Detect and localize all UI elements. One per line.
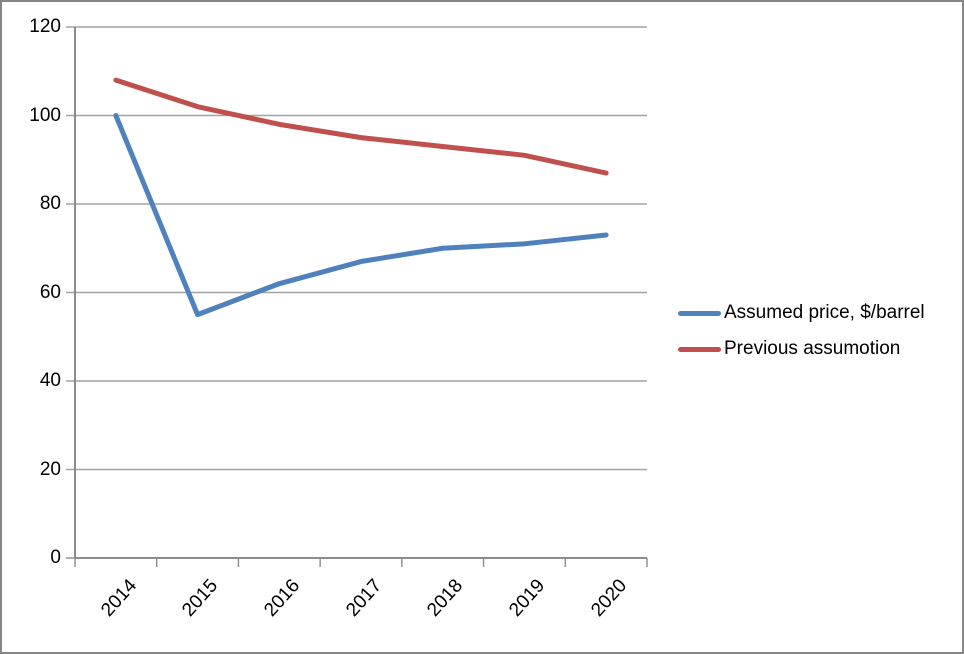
- legend-item-previous-assumption: Previous assumotion: [678, 337, 925, 361]
- y-axis-label-80: 80: [39, 193, 61, 214]
- y-axis-label-0: 0: [50, 547, 61, 568]
- legend-label-assumed-price: Assumed price, $/barrel: [724, 302, 925, 323]
- legend-label-previous-assumption: Previous assumotion: [724, 338, 901, 359]
- legend-line-swatch-assumed-price: [678, 310, 721, 316]
- y-axis-label-60: 60: [39, 281, 61, 303]
- y-axis-label-100: 100: [29, 104, 61, 126]
- y-axis-label-120: 120: [29, 16, 61, 37]
- y-axis-label-20: 20: [39, 458, 61, 480]
- series-line-1: [113, 77, 609, 176]
- series-line-0: [113, 113, 609, 318]
- legend-item-assumed-price: Assumed price, $/barrel: [678, 301, 925, 325]
- legend-line-swatch-previous-assumption: [678, 346, 721, 352]
- chart-legend: Assumed price, $/barrel Previous assumot…: [678, 301, 925, 361]
- y-axis-label-40: 40: [39, 370, 61, 391]
